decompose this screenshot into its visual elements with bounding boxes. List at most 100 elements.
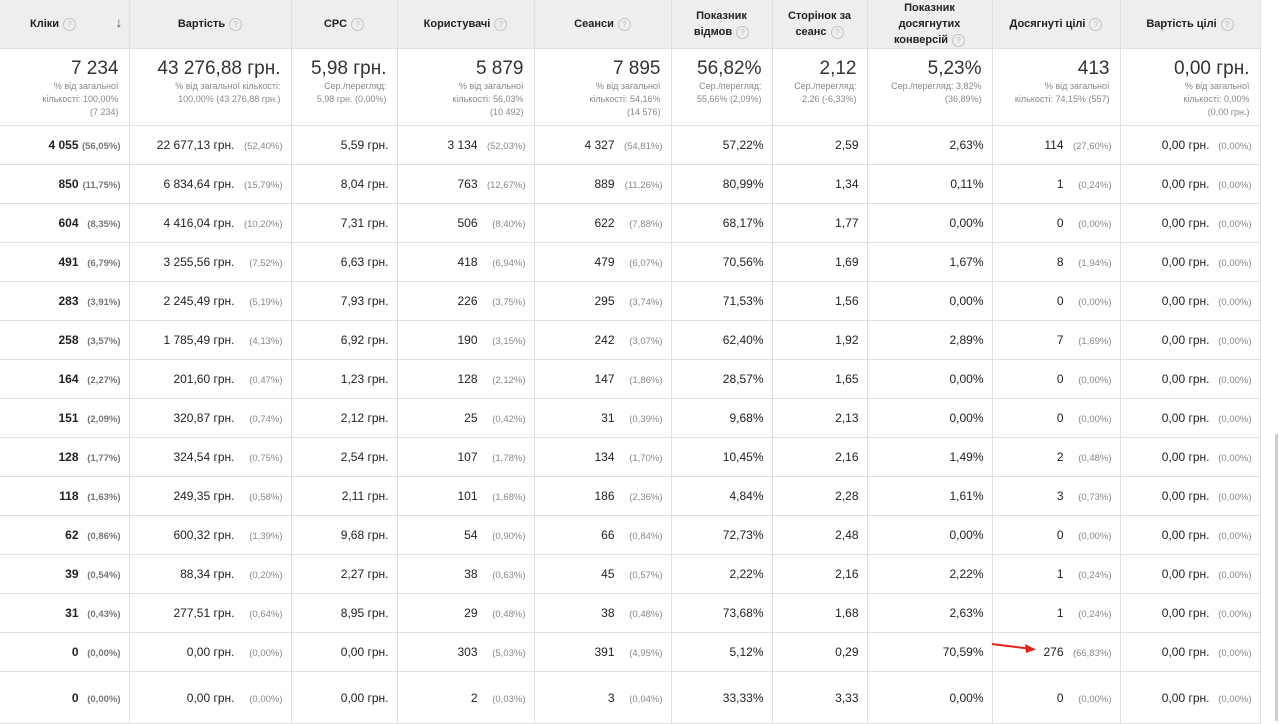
table-row[interactable]: 604 (8,35%) 4 416,04 грн. (10,20%) 7,31 грн.… bbox=[0, 203, 1261, 243]
table-cell: 2,22% bbox=[671, 554, 773, 594]
table-cell: 1 785,49 грн. (4,13%) bbox=[129, 320, 292, 360]
table-cell: 6,92 грн. bbox=[291, 320, 398, 360]
total-note: кількості: 100,00% bbox=[42, 94, 119, 104]
table-row[interactable]: 4 055 (56,05%) 22 677,13 грн. (52,40%) 5,59 … bbox=[0, 125, 1261, 165]
total-value: 413 bbox=[1077, 58, 1110, 79]
help-icon[interactable]: ? bbox=[830, 25, 844, 39]
help-icon[interactable]: ? bbox=[736, 25, 750, 39]
table-row[interactable]: 283 (3,91%) 2 245,49 грн. (5,19%) 7,93 грн. 2… bbox=[0, 281, 1261, 321]
cell-percent: (12,67%) bbox=[486, 180, 526, 191]
table-cell: 0,11% bbox=[867, 164, 993, 204]
cell-percent: (8,40%) bbox=[492, 219, 526, 230]
help-icon[interactable]: ? bbox=[229, 17, 243, 31]
help-icon[interactable]: ? bbox=[63, 17, 77, 31]
table-row[interactable]: 128 (1,77%) 324,54 грн. (0,75%) 2,54 грн. 107… bbox=[0, 437, 1261, 477]
help-icon[interactable]: ? bbox=[1220, 17, 1234, 31]
total-note: кількості: 54,16% bbox=[589, 94, 661, 104]
totals-cell: 0,00 грн. % від загальної кількості: 0,00%… bbox=[1120, 48, 1261, 126]
column-header-8[interactable]: Досягнуті цілі? bbox=[992, 0, 1121, 49]
table-cell: 8,04 грн. bbox=[291, 164, 398, 204]
table-row[interactable]: 0 (0,00%) 0,00 грн. (0,00%) 0,00 грн. 2 (0,03%… bbox=[0, 671, 1261, 724]
table-row[interactable]: 164 (2,27%) 201,60 грн. (0,47%) 1,23 грн. 128… bbox=[0, 359, 1261, 399]
help-icon[interactable]: ? bbox=[617, 17, 631, 31]
table-row[interactable]: 39 (0,54%) 88,34 грн. (0,20%) 2,27 грн. 38 (0,… bbox=[0, 554, 1261, 594]
cell-value: 226 bbox=[457, 294, 478, 308]
cell-percent: (2,12%) bbox=[492, 375, 526, 386]
table-cell: 68,17% bbox=[671, 203, 773, 243]
column-header-4[interactable]: Сеанси? bbox=[534, 0, 672, 49]
table-cell: 80,99% bbox=[671, 164, 773, 204]
table-cell: 114 (27,60%) bbox=[992, 125, 1121, 165]
table-cell: 2,89% bbox=[867, 320, 993, 360]
sort-descending-icon[interactable]: ↓ bbox=[115, 14, 123, 30]
table-cell: 5,59 грн. bbox=[291, 125, 398, 165]
cell-value: 2,63% bbox=[949, 138, 984, 152]
column-header-1[interactable]: Вартість? bbox=[129, 0, 292, 49]
table-cell: 5,12% bbox=[671, 632, 773, 672]
table-cell: 9,68% bbox=[671, 398, 773, 438]
cell-percent: (0,74%) bbox=[249, 414, 283, 425]
total-note: (14 576) bbox=[626, 107, 661, 117]
column-header-5[interactable]: Показник відмов? bbox=[671, 0, 773, 49]
help-icon[interactable]: ? bbox=[952, 33, 966, 47]
table-cell: 0,00% bbox=[867, 281, 993, 321]
table-row[interactable]: 151 (2,09%) 320,87 грн. (0,74%) 2,12 грн. 25 (… bbox=[0, 398, 1261, 438]
cell-value: 107 bbox=[457, 450, 478, 464]
table-cell: 4 055 (56,05%) bbox=[0, 125, 130, 165]
table-row[interactable]: 850 (11,75%) 6 834,64 грн. (15,79%) 8,04 грн… bbox=[0, 164, 1261, 204]
column-header-label: CPC bbox=[323, 18, 348, 30]
column-header-label: Користувачі bbox=[423, 18, 491, 30]
table-cell: 4 327 (54,81%) bbox=[534, 125, 672, 165]
cell-value: 0,00 грн. bbox=[1161, 411, 1210, 425]
column-header-label: Вартість bbox=[177, 18, 226, 30]
table-cell: 850 (11,75%) bbox=[0, 164, 130, 204]
help-icon[interactable]: ? bbox=[351, 17, 365, 31]
total-note: % від загальної bbox=[53, 81, 119, 91]
cell-value: 0,00 грн. bbox=[1161, 450, 1210, 464]
cell-value: 66 bbox=[601, 528, 615, 542]
cell-value: 0,11% bbox=[950, 177, 984, 191]
cell-percent: (27,60%) bbox=[1072, 141, 1112, 152]
cell-percent: (0,90%) bbox=[492, 531, 526, 542]
help-icon[interactable]: ? bbox=[1089, 17, 1103, 31]
column-header-0[interactable]: Кліки? ↓ bbox=[0, 0, 130, 49]
help-icon[interactable]: ? bbox=[494, 17, 508, 31]
cell-value: 4 327 bbox=[584, 138, 615, 152]
cell-value: 3 bbox=[607, 690, 615, 705]
table-row[interactable]: 62 (0,86%) 600,32 грн. (1,39%) 9,68 грн. 54 (0… bbox=[0, 515, 1261, 555]
table-row[interactable]: 258 (3,57%) 1 785,49 грн. (4,13%) 6,92 грн. 1… bbox=[0, 320, 1261, 360]
table-cell: 0,00% bbox=[867, 398, 993, 438]
cell-percent: (0,00%) bbox=[1078, 693, 1112, 705]
cell-value: 0,00 грн. bbox=[186, 645, 235, 659]
table-row[interactable]: 118 (1,63%) 249,35 грн. (0,58%) 2,11 грн. 101… bbox=[0, 476, 1261, 516]
table-cell: 1,92 bbox=[772, 320, 868, 360]
cell-percent: (1,94%) bbox=[1078, 258, 1112, 269]
column-header-2[interactable]: CPC? bbox=[291, 0, 398, 49]
cell-percent: (0,00%) bbox=[1218, 453, 1252, 464]
cell-value: 0,29 bbox=[835, 645, 859, 659]
cell-value: 6,63 грн. bbox=[340, 255, 389, 269]
cell-value: 3,33 bbox=[835, 690, 859, 705]
column-header-3[interactable]: Користувачі? bbox=[397, 0, 535, 49]
column-header-6[interactable]: Сторінок за сеанс? bbox=[772, 0, 868, 49]
cell-value: 39 bbox=[65, 567, 79, 581]
vertical-scrollbar[interactable] bbox=[1275, 434, 1278, 721]
cell-value: 2,28 bbox=[835, 489, 859, 503]
table-cell: 2,48 bbox=[772, 515, 868, 555]
column-header-7[interactable]: Показник досягнутих конверсій? bbox=[867, 0, 993, 49]
table-cell: 0 (0,00%) bbox=[992, 515, 1121, 555]
table-row[interactable]: 0 (0,00%) 0,00 грн. (0,00%) 0,00 грн. 303 (5,0… bbox=[0, 632, 1261, 672]
cell-percent: (0,42%) bbox=[492, 414, 526, 425]
table-row[interactable]: 491 (6,79%) 3 255,56 грн. (7,52%) 6,63 грн. 4… bbox=[0, 242, 1261, 282]
cell-value: 1,34 bbox=[835, 177, 859, 191]
table-cell: 0,00 грн. (0,00%) bbox=[1120, 515, 1261, 555]
column-header-9[interactable]: Вартість цілі? bbox=[1120, 0, 1261, 49]
cell-percent: (0,03%) bbox=[492, 693, 526, 705]
table-cell: 0,00 грн. bbox=[291, 632, 398, 672]
column-header-label: Показник досягнутих конверсій bbox=[893, 2, 961, 46]
table-row[interactable]: 31 (0,43%) 277,51 грн. (0,64%) 8,95 грн. 29 (0… bbox=[0, 593, 1261, 633]
cell-value: 72,73% bbox=[722, 528, 764, 542]
total-value: 2,12 bbox=[819, 58, 857, 79]
cell-value: 1,92 bbox=[835, 333, 859, 347]
cell-value: 491 bbox=[58, 255, 79, 269]
